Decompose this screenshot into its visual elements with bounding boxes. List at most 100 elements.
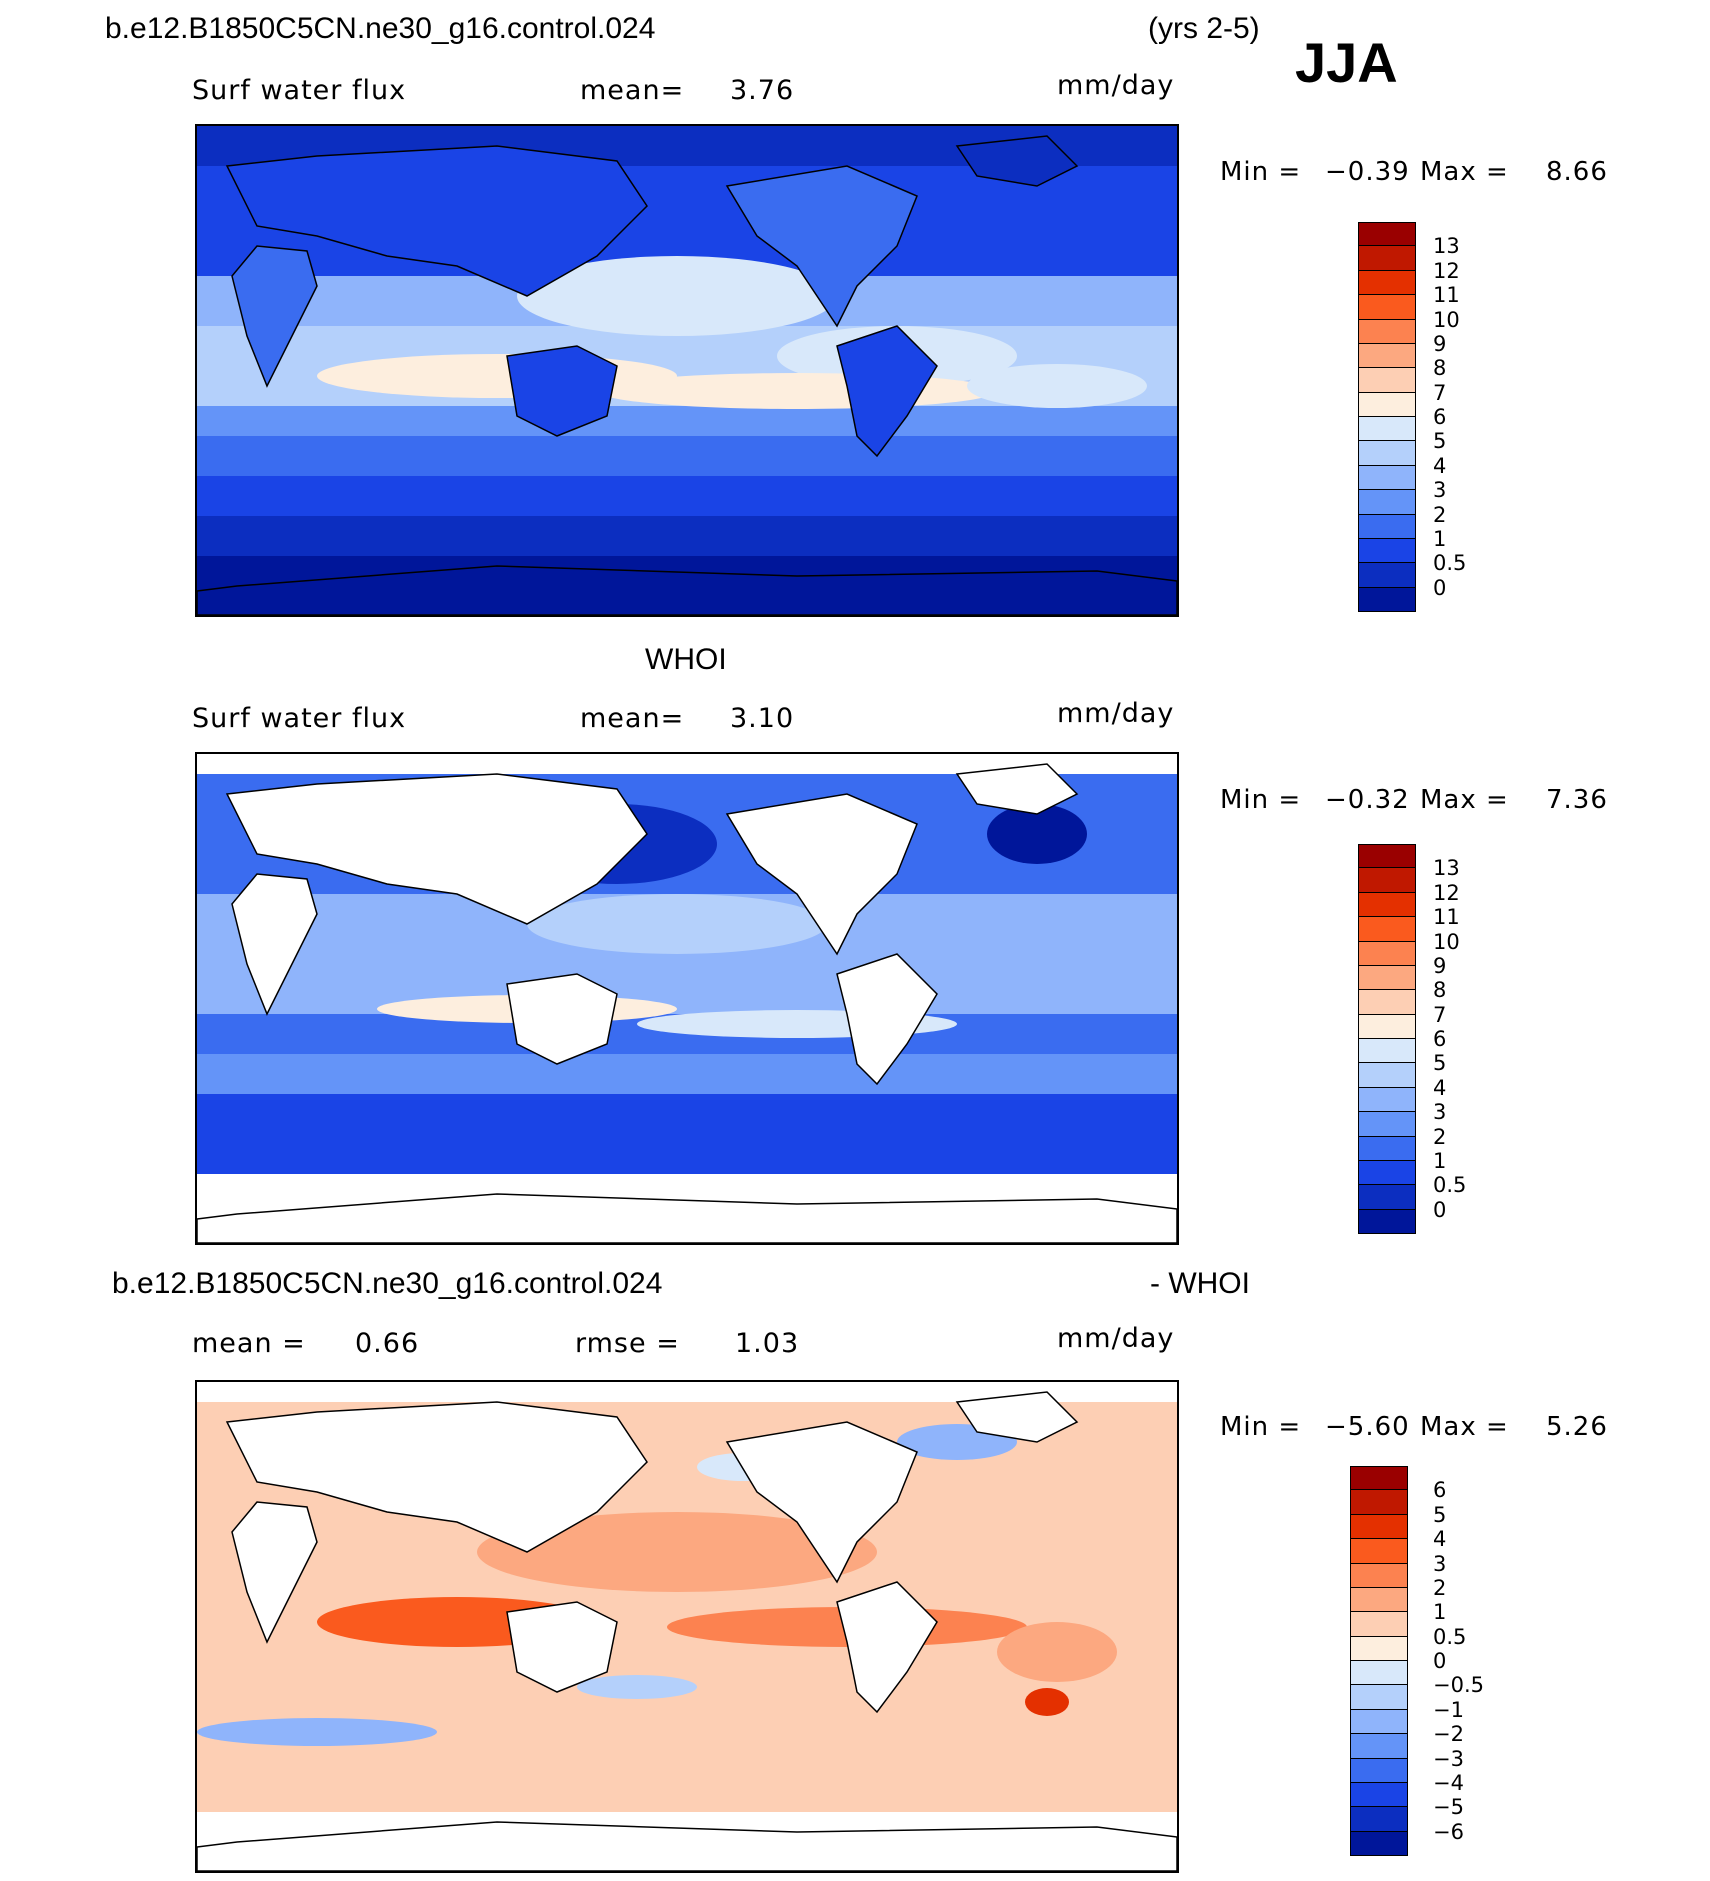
colorbar-swatch xyxy=(1350,1782,1408,1808)
panel2-min-label: Min = xyxy=(1220,785,1302,815)
colorbar-swatch xyxy=(1350,1661,1408,1686)
colorbar-swatch xyxy=(1358,514,1416,539)
colorbar-swatch xyxy=(1350,1685,1408,1710)
colorbar-swatch xyxy=(1358,1209,1416,1234)
colorbar-swatch xyxy=(1358,343,1416,369)
colorbar-tick-label: 3 xyxy=(1433,478,1447,503)
colorbar-tick-label: 0.5 xyxy=(1433,1173,1467,1198)
panel3-rmse-label: rmse = xyxy=(575,1328,680,1359)
colorbar-swatch xyxy=(1350,1758,1408,1783)
panel2-mean-value: 3.10 xyxy=(730,703,795,734)
colorbar-tick-label: 12 xyxy=(1433,258,1460,283)
colorbar-swatch xyxy=(1350,1807,1408,1832)
colorbar-tick-label: 5 xyxy=(1433,1051,1447,1076)
panel3-rmse-value: 1.03 xyxy=(735,1328,800,1359)
colorbar-diff xyxy=(1350,1466,1410,1856)
colorbar-swatch xyxy=(1358,563,1416,588)
colorbar-swatch xyxy=(1350,1612,1408,1637)
colorbar-tick-label: 2 xyxy=(1433,1124,1447,1149)
colorbar-tick-label: −3 xyxy=(1433,1746,1464,1771)
colorbar-swatch xyxy=(1358,844,1416,869)
colorbar-swatch xyxy=(1358,1136,1416,1161)
colorbar-swatch xyxy=(1358,441,1416,466)
colorbar-tick-label: 7 xyxy=(1433,380,1447,405)
colorbar-tick-label: 0 xyxy=(1433,1649,1447,1673)
colorbar-tick-label: 1 xyxy=(1433,526,1447,551)
panel3-mean-value: 0.66 xyxy=(355,1328,420,1359)
map-panel-obs xyxy=(195,752,1179,1245)
colorbar-tick-label: −5 xyxy=(1433,1795,1464,1820)
colorbar-tick-label: 10 xyxy=(1433,929,1460,954)
years-label: (yrs 2-5) xyxy=(1148,12,1260,45)
panel1-variable: Surf water flux xyxy=(192,75,407,106)
colorbar-tick-label: 1 xyxy=(1433,1148,1447,1173)
colorbar-tick-label: 6 xyxy=(1433,1478,1447,1503)
colorbar-tick-label: 5 xyxy=(1433,1502,1447,1527)
colorbar-swatch xyxy=(1358,587,1416,612)
colorbar-tick-label: 8 xyxy=(1433,978,1447,1003)
colorbar-tick-label: 11 xyxy=(1433,283,1460,308)
colorbar-tick-label: 8 xyxy=(1433,356,1447,381)
panel1-min-label: Min = xyxy=(1220,157,1302,187)
colorbar-tick-label: 7 xyxy=(1433,1002,1447,1027)
colorbar-swatch xyxy=(1358,538,1416,564)
panel3-max-label: Max = xyxy=(1420,1412,1509,1442)
colorbar-tick-label: 2 xyxy=(1433,502,1447,527)
colorbar-swatch xyxy=(1358,319,1416,344)
colorbar-swatch xyxy=(1358,270,1416,296)
panel2-max-label: Max = xyxy=(1420,785,1509,815)
map-panel-diff xyxy=(195,1380,1179,1873)
colorbar-tick-label: −0.5 xyxy=(1433,1673,1484,1698)
colorbar-swatch xyxy=(1350,1514,1408,1540)
colorbar-swatch xyxy=(1358,490,1416,515)
panel2-units: mm/day xyxy=(1057,698,1175,729)
colorbar-swatch xyxy=(1358,965,1416,991)
panel1-units: mm/day xyxy=(1057,70,1175,101)
panel1-mean-label: mean= xyxy=(580,75,685,106)
colorbar-tick-label: 6 xyxy=(1433,405,1447,429)
colorbar-tick-label: 9 xyxy=(1433,953,1447,978)
colorbar-tick-label: 6 xyxy=(1433,1027,1447,1051)
panel1-mean-value: 3.76 xyxy=(730,75,795,106)
colorbar-tick-label: 12 xyxy=(1433,880,1460,905)
colorbar-model-labels: 13 12 11 10 9 8 7 6 5 4 3 2 1 0.5 0 xyxy=(1433,222,1513,612)
colorbar-swatch xyxy=(1358,368,1416,393)
colorbar-swatch xyxy=(1358,892,1416,918)
colorbar-tick-label: 0 xyxy=(1433,575,1447,600)
panel2-variable: Surf water flux xyxy=(192,703,407,734)
colorbar-tick-label: 10 xyxy=(1433,307,1460,332)
colorbar-tick-label: 0.5 xyxy=(1433,1624,1467,1649)
colorbar-swatch xyxy=(1358,917,1416,942)
colorbar-tick-label: 9 xyxy=(1433,331,1447,356)
colorbar-swatch xyxy=(1358,868,1416,893)
map-obs-svg xyxy=(197,754,1177,1243)
colorbar-swatch xyxy=(1358,1087,1416,1113)
colorbar-diff-labels: 6 5 4 3 2 1 0.5 0 −0.5 −1 −2 −3 −4 −5 −6 xyxy=(1433,1466,1513,1856)
obs-title: WHOI xyxy=(645,643,727,676)
panel1-max-label: Max = xyxy=(1420,157,1509,187)
colorbar-swatch xyxy=(1358,465,1416,491)
colorbar-tick-label: −6 xyxy=(1433,1819,1464,1844)
colorbar-swatch xyxy=(1350,1539,1408,1564)
colorbar-swatch xyxy=(1350,1563,1408,1588)
colorbar-swatch xyxy=(1358,1185,1416,1210)
colorbar-tick-label: −1 xyxy=(1433,1697,1464,1722)
season-label: JJA xyxy=(1295,31,1398,94)
colorbar-tick-label: −2 xyxy=(1433,1722,1464,1747)
colorbar-tick-label: 1 xyxy=(1433,1600,1447,1625)
colorbar-swatch xyxy=(1350,1734,1408,1759)
map-model-svg xyxy=(197,126,1177,615)
colorbar-tick-label: 2 xyxy=(1433,1575,1447,1600)
colorbar-swatch xyxy=(1358,222,1416,247)
colorbar-swatch xyxy=(1358,1160,1416,1186)
colorbar-tick-label: 4 xyxy=(1433,1527,1447,1552)
panel3-max-value: 5.26 xyxy=(1546,1412,1608,1442)
colorbar-swatch xyxy=(1358,1039,1416,1064)
panel1-max-value: 8.66 xyxy=(1546,157,1608,187)
colorbar-tick-label: 13 xyxy=(1433,856,1460,881)
colorbar-swatch xyxy=(1350,1636,1408,1661)
panel3-min-label: Min = xyxy=(1220,1412,1302,1442)
colorbar-swatch xyxy=(1358,246,1416,271)
colorbar-swatch xyxy=(1350,1709,1408,1735)
colorbar-swatch xyxy=(1358,1063,1416,1088)
